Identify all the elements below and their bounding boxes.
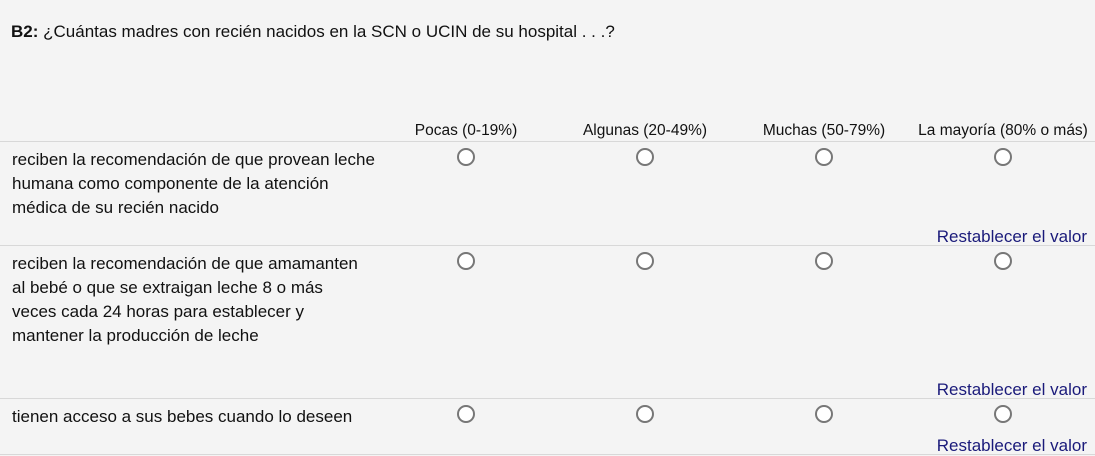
column-header-muchas: Muchas (50-79%) — [762, 122, 886, 139]
question-body: ¿Cuántas madres con recién nacidos en la… — [38, 22, 615, 41]
divider — [0, 454, 1095, 455]
radio-pocas[interactable] — [457, 405, 475, 423]
reset-value-link[interactable]: Restablecer el valor — [936, 227, 1087, 246]
column-header-algunas: Algunas (20-49%) — [582, 122, 708, 139]
column-header-pocas: Pocas (0-19%) — [414, 122, 518, 139]
row-label: reciben la recomendación de que provean … — [12, 150, 375, 217]
radio-mayoria[interactable] — [994, 252, 1012, 270]
radio-mayoria[interactable] — [994, 405, 1012, 423]
matrix-row: reciben la recomendación de que amamante… — [0, 245, 1095, 399]
radio-pocas[interactable] — [457, 148, 475, 166]
radio-mayoria[interactable] — [994, 148, 1012, 166]
question-code: B2: — [11, 22, 39, 41]
reset-value-link[interactable]: Restablecer el valor — [936, 436, 1087, 455]
radio-muchas[interactable] — [815, 148, 833, 166]
matrix-row: tienen acceso a sus bebes cuando lo dese… — [0, 398, 1095, 455]
row-label: tienen acceso a sus bebes cuando lo dese… — [12, 407, 353, 426]
column-header-mayoria: La mayoría (80% o más) — [918, 122, 1088, 139]
radio-muchas[interactable] — [815, 252, 833, 270]
reset-value-link[interactable]: Restablecer el valor — [936, 380, 1087, 399]
radio-algunas[interactable] — [636, 148, 654, 166]
radio-algunas[interactable] — [636, 405, 654, 423]
row-label: reciben la recomendación de que amamante… — [12, 254, 358, 345]
matrix-row: reciben la recomendación de que provean … — [0, 141, 1095, 246]
radio-algunas[interactable] — [636, 252, 654, 270]
radio-muchas[interactable] — [815, 405, 833, 423]
question-text: B2: ¿Cuántas madres con recién nacidos e… — [11, 22, 615, 42]
radio-pocas[interactable] — [457, 252, 475, 270]
